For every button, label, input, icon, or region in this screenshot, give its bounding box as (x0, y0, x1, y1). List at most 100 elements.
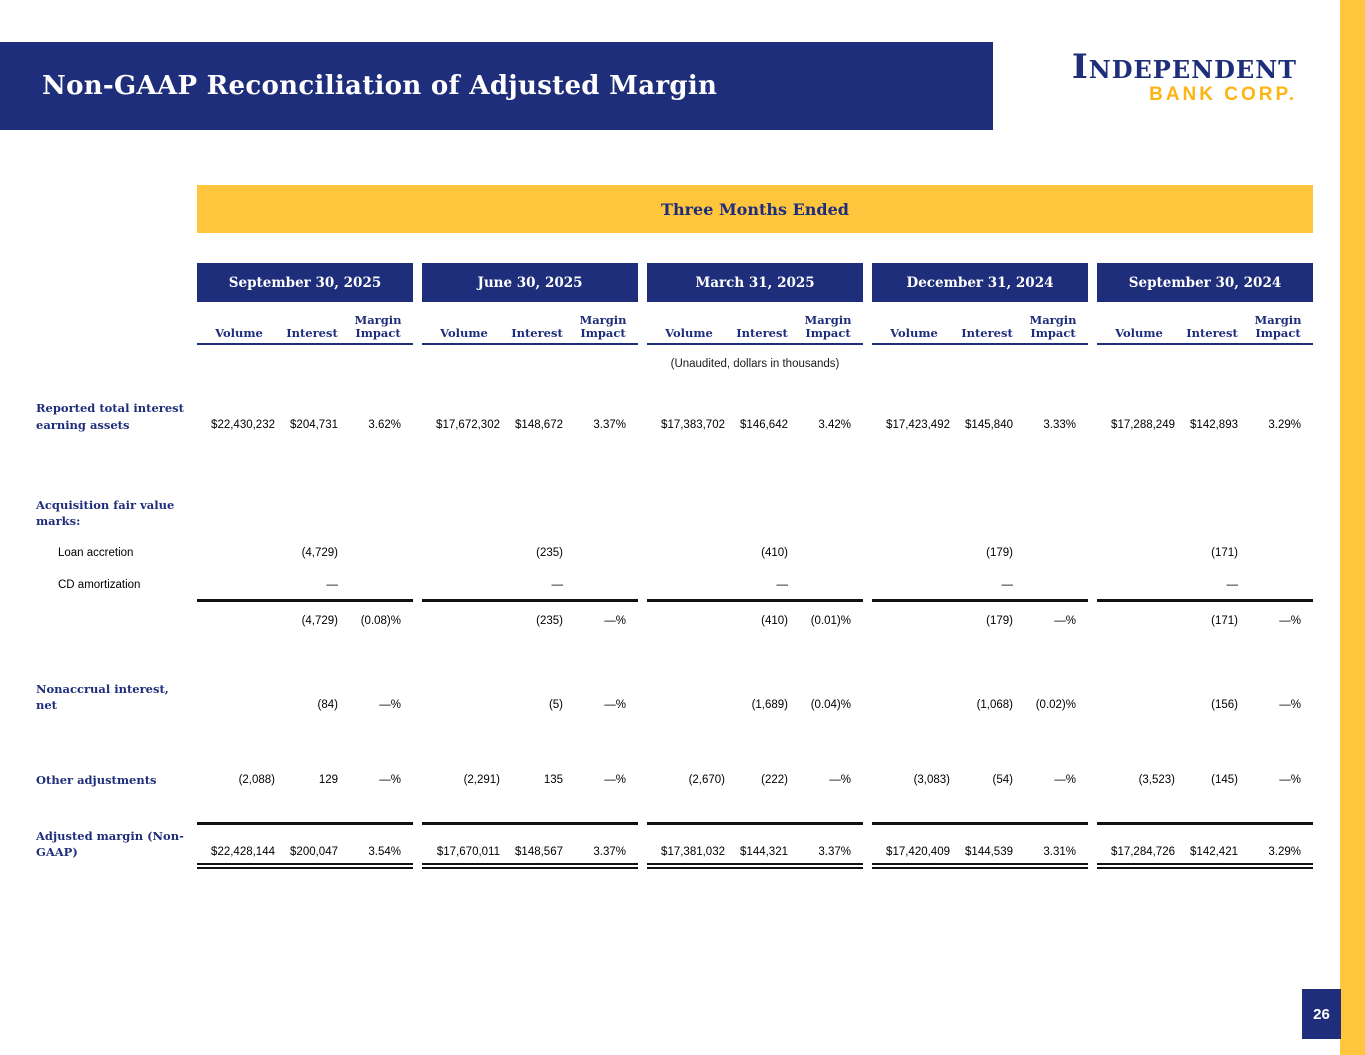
period-group-cells: (235) —% (422, 614, 638, 629)
subcolumn-group: Volume Interest Margin Impact (422, 302, 638, 346)
table-cell: (410) (761, 546, 788, 559)
col-interest: Interest (286, 326, 338, 341)
period-header: December 31, 2024 (872, 263, 1088, 302)
table-cell (793, 546, 863, 561)
col-volume: Volume (665, 326, 713, 341)
period-group-cells: $17,423,492 $145,840 3.33% (872, 418, 1088, 433)
period-group-cells: (2,670) (222) —% (647, 773, 863, 788)
table-cell: (54) (992, 774, 1013, 787)
subcolumn-group: Volume Interest Margin Impact (872, 302, 1088, 346)
table-cell: (235) (536, 615, 563, 627)
table-cell (1018, 578, 1088, 593)
subcolumn-group: Volume Interest Margin Impact (197, 302, 413, 346)
table-cell (422, 546, 506, 561)
table-cell: $17,670,011 (436, 846, 500, 859)
table-cell: (4,729) (301, 546, 338, 559)
table-cell (197, 546, 281, 561)
table-cell: 3.31% (1043, 846, 1076, 859)
period-group-cells: (3,523) (145) —% (1097, 773, 1313, 788)
period-group-cells: (4,729) (197, 546, 413, 561)
period-header-row: September 30, 2025 June 30, 2025 March 3… (0, 263, 1313, 302)
col-margin-impact: Margin Impact (354, 313, 402, 341)
table-cell: (0.08)% (360, 615, 401, 627)
period-header: June 30, 2025 (422, 263, 638, 302)
table-cell: —% (379, 699, 401, 712)
table-cell (422, 578, 506, 593)
period-group-cells: (1,689) (0.04)% (647, 698, 863, 713)
period-group-cells: (156) —% (1097, 698, 1313, 713)
table-cell: (145) (1211, 774, 1238, 787)
table-cell (568, 578, 638, 593)
col-volume: Volume (440, 326, 488, 341)
col-volume: Volume (215, 326, 263, 341)
period-group-cells: $17,420,409 $144,539 3.31% (872, 822, 1088, 870)
period-group-cells: $17,670,011 $148,567 3.37% (422, 822, 638, 870)
table-cell: 129 (318, 774, 338, 787)
table-cell (197, 578, 281, 593)
table-cell: (235) (536, 546, 563, 559)
table-cell: (3,083) (913, 774, 950, 787)
row-label: Adjusted margin (Non-GAAP) (36, 828, 184, 860)
table-cell (1243, 578, 1313, 593)
table-cell (422, 614, 506, 629)
period-group-cells: (2,088) 129 —% (197, 773, 413, 788)
table-cell (647, 614, 731, 629)
row-label: Other adjustments (36, 773, 157, 788)
col-margin-impact: Margin Impact (1254, 313, 1302, 341)
table-cell: $200,047 (290, 846, 338, 859)
table-cell: —% (604, 774, 626, 787)
period-group-cells: $17,381,032 $144,321 3.37% (647, 822, 863, 870)
table-cell: 3.54% (368, 846, 401, 859)
col-volume: Volume (1115, 326, 1163, 341)
period-group-cells: (171) —% (1097, 614, 1313, 629)
table-cell: (410) (761, 615, 788, 627)
table-cell: (179) (986, 615, 1013, 627)
period-group-cells: $22,428,144 $200,047 3.54% (197, 822, 413, 870)
table-cell: (0.04)% (810, 699, 851, 712)
logo-name: Independent (1071, 47, 1297, 87)
col-margin-impact: Margin Impact (579, 313, 627, 341)
table-cell (1243, 546, 1313, 561)
period-group-cells: $17,288,249 $142,893 3.29% (1097, 418, 1313, 433)
table-cell (872, 698, 956, 713)
table-cell: $17,381,032 (661, 846, 725, 859)
table-cell: — (1226, 579, 1239, 592)
period-group-cells: (4,729) (0.08)% (197, 614, 413, 629)
table-cell: $17,423,492 (886, 418, 950, 431)
reconciliation-table: Three Months Ended September 30, 2025 Ju… (0, 185, 1313, 870)
table-cell (1097, 614, 1181, 629)
table-cell (647, 578, 731, 593)
table-cell: $22,428,144 (211, 846, 275, 859)
period-group-cells: (1,068) (0.02)% (872, 698, 1088, 713)
table-banner: Three Months Ended (197, 185, 1313, 233)
table-cell: $142,893 (1190, 418, 1238, 431)
col-margin-impact: Margin Impact (1029, 313, 1077, 341)
table-cell: $146,642 (740, 418, 788, 431)
col-volume: Volume (890, 326, 938, 341)
table-cell: (179) (986, 546, 1013, 559)
table-cell (1097, 578, 1181, 593)
table-row: Reported total interest earning assets $2… (0, 400, 1313, 432)
col-interest: Interest (511, 326, 563, 341)
accent-stripe (1340, 0, 1365, 1055)
table-cell (568, 546, 638, 561)
period-header: September 30, 2024 (1097, 263, 1313, 302)
page-number: 26 (1313, 1005, 1330, 1023)
period-group-cells: (84) —% (197, 698, 413, 713)
subcolumn-header-row: Volume Interest Margin Impact Volume Int… (0, 302, 1313, 346)
table-cell (647, 698, 731, 713)
table-cell: —% (1054, 615, 1076, 627)
period-header: September 30, 2025 (197, 263, 413, 302)
table-cell: $17,288,249 (1111, 418, 1175, 431)
period-group-cells: $17,284,726 $142,421 3.29% (1097, 822, 1313, 870)
period-group-cells: (179) (872, 546, 1088, 561)
table-cell (197, 614, 281, 629)
table-cell: —% (829, 774, 851, 787)
row-label: Reported total interest earning assets (36, 401, 184, 432)
table-cell: 3.33% (1043, 418, 1076, 431)
table-cell: $144,321 (740, 846, 788, 859)
table-cell (872, 546, 956, 561)
table-cell (1018, 546, 1088, 561)
table-cell: — (326, 579, 339, 592)
table-cell (647, 546, 731, 561)
